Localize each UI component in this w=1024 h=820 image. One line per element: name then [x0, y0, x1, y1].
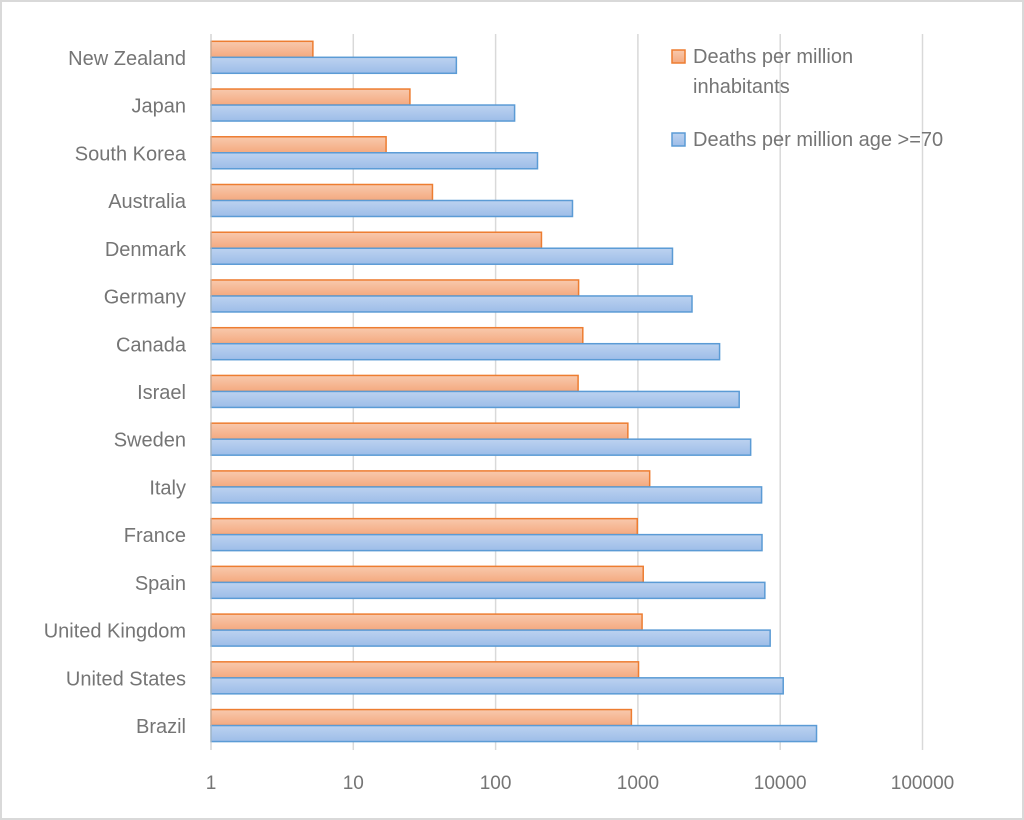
x-tick-label: 10 [343, 773, 364, 794]
category-label: Germany [104, 287, 186, 309]
bar-inhabitants [210, 88, 411, 106]
legend-label-inhabitants-line2: inhabitants [693, 76, 790, 98]
category-label: Israel [137, 382, 186, 404]
bar-age70 [210, 56, 458, 75]
legend-swatch-inhabitants [671, 49, 686, 64]
category-label: Sweden [114, 430, 186, 452]
category-label: United Kingdom [44, 621, 186, 643]
category-label: Italy [149, 477, 186, 499]
category-label: New Zealand [68, 48, 186, 70]
x-tick-labels: 1 10 100 1000 10000 100000 [206, 773, 954, 794]
bar-age70 [210, 295, 693, 313]
bar-inhabitants [210, 136, 387, 154]
category-labels: New Zealand Japan South Korea Australia Denm… [44, 48, 187, 738]
bar-age70 [210, 438, 752, 456]
bar-inhabitants [210, 279, 580, 297]
x-tick-label: 100 [480, 773, 512, 794]
bar-age70 [210, 342, 721, 361]
bar-inhabitants [210, 183, 434, 202]
bar-inhabitants [210, 613, 643, 631]
bar-age70 [210, 199, 574, 218]
bar-inhabitants [210, 565, 644, 584]
x-tick-label: 100000 [891, 773, 954, 794]
bar-inhabitants [210, 231, 543, 249]
category-label: United States [66, 668, 186, 690]
bar-age70 [210, 104, 516, 122]
legend-label-inhabitants-line1: Deaths per million [693, 46, 853, 68]
bar-age70 [210, 677, 784, 695]
category-label: Spain [135, 573, 186, 595]
bar-age70 [210, 486, 763, 504]
legend-label-age70: Deaths per million age >=70 [693, 129, 943, 151]
x-tick-label: 1000 [617, 773, 659, 794]
bar-age70 [210, 581, 766, 600]
category-label: Brazil [136, 716, 186, 738]
x-tick-label: 10000 [754, 773, 807, 794]
bar-age70 [210, 247, 674, 265]
bar-age70 [210, 390, 740, 409]
category-label: Australia [108, 191, 187, 213]
bar-age70 [210, 724, 818, 743]
bar-inhabitants [210, 708, 633, 727]
x-tick-label: 1 [206, 773, 217, 794]
category-label: Japan [132, 96, 187, 118]
category-label: Canada [116, 334, 187, 356]
bar-inhabitants [210, 470, 651, 488]
bar-inhabitants [210, 326, 584, 345]
bar-inhabitants [210, 422, 629, 440]
bar-inhabitants [210, 374, 579, 393]
legend: Deaths per million inhabitants Deaths pe… [671, 46, 943, 151]
bar-inhabitants [210, 661, 640, 679]
category-label: France [124, 525, 186, 547]
bar-inhabitants [210, 40, 314, 59]
bar-inhabitants [210, 517, 639, 536]
bars [210, 40, 818, 743]
bar-age70 [210, 629, 771, 647]
legend-swatch-age70 [671, 132, 686, 147]
category-label: Denmark [105, 239, 187, 261]
bar-age70 [210, 152, 539, 170]
category-label: South Korea [75, 143, 187, 165]
bar-age70 [210, 533, 763, 552]
